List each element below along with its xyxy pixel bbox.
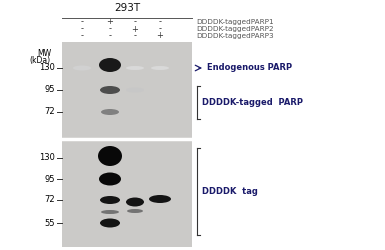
Text: 130: 130 <box>39 154 55 162</box>
Ellipse shape <box>100 196 120 204</box>
Bar <box>62 141 192 247</box>
Text: -: - <box>134 32 137 40</box>
Text: Endogenous PARP: Endogenous PARP <box>207 64 292 72</box>
Text: 72: 72 <box>44 108 55 116</box>
Ellipse shape <box>126 66 144 70</box>
Text: -: - <box>134 18 137 26</box>
Ellipse shape <box>100 86 120 94</box>
Text: 130: 130 <box>39 64 55 72</box>
Text: +: + <box>107 18 114 26</box>
Text: DDDDK-taggedPARP2: DDDDK-taggedPARP2 <box>196 26 274 32</box>
Ellipse shape <box>151 66 169 70</box>
Text: 72: 72 <box>44 196 55 204</box>
Text: (kDa): (kDa) <box>30 56 51 66</box>
Ellipse shape <box>101 109 119 115</box>
Ellipse shape <box>126 88 144 92</box>
Text: MW: MW <box>37 50 51 58</box>
Ellipse shape <box>101 210 119 214</box>
Ellipse shape <box>126 198 144 206</box>
Text: -: - <box>80 24 84 34</box>
Text: -: - <box>159 24 161 34</box>
Text: 293T: 293T <box>114 3 140 13</box>
Text: -: - <box>109 32 112 40</box>
Ellipse shape <box>100 218 120 228</box>
Text: 95: 95 <box>45 86 55 94</box>
Text: +: + <box>157 32 164 40</box>
Ellipse shape <box>98 146 122 166</box>
Ellipse shape <box>73 66 91 70</box>
Text: 55: 55 <box>45 218 55 228</box>
Text: +: + <box>132 24 139 34</box>
Ellipse shape <box>149 195 171 203</box>
Bar <box>62 42 192 138</box>
Text: -: - <box>80 32 84 40</box>
Text: -: - <box>80 18 84 26</box>
Text: -: - <box>109 24 112 34</box>
Text: 95: 95 <box>45 174 55 184</box>
Ellipse shape <box>99 58 121 72</box>
Text: DDDDK  tag: DDDDK tag <box>202 187 258 196</box>
Text: DDDDK-taggedPARP3: DDDDK-taggedPARP3 <box>196 33 274 39</box>
Text: DDDDK-tagged  PARP: DDDDK-tagged PARP <box>202 98 303 107</box>
Ellipse shape <box>127 209 143 213</box>
Text: DDDDK-taggedPARP1: DDDDK-taggedPARP1 <box>196 19 274 25</box>
Text: -: - <box>159 18 161 26</box>
Ellipse shape <box>99 172 121 186</box>
